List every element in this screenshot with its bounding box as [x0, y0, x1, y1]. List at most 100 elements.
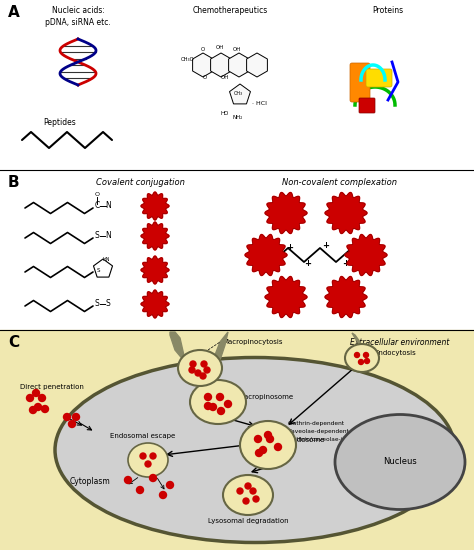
Polygon shape — [265, 277, 307, 317]
Ellipse shape — [128, 443, 168, 477]
Text: S: S — [106, 300, 110, 309]
Polygon shape — [325, 277, 367, 317]
Text: Macropinosome: Macropinosome — [238, 394, 293, 400]
Polygon shape — [229, 84, 250, 104]
Circle shape — [259, 447, 266, 454]
Polygon shape — [141, 222, 169, 250]
Text: Caveolae-dependent: Caveolae-dependent — [288, 428, 350, 433]
Text: Cytoplasm: Cytoplasm — [70, 477, 110, 487]
Circle shape — [274, 443, 282, 450]
Polygon shape — [265, 192, 307, 234]
Text: +: + — [343, 258, 349, 267]
Circle shape — [365, 359, 370, 364]
Circle shape — [255, 449, 263, 456]
Text: +: + — [304, 260, 311, 268]
Circle shape — [190, 361, 196, 367]
Ellipse shape — [55, 358, 455, 542]
Text: Peptides: Peptides — [44, 118, 76, 127]
Circle shape — [255, 436, 262, 443]
Circle shape — [364, 353, 368, 358]
Text: +: + — [322, 241, 329, 250]
Ellipse shape — [345, 344, 379, 372]
Text: +: + — [286, 243, 293, 251]
Circle shape — [210, 404, 217, 410]
Polygon shape — [228, 53, 249, 77]
Text: A: A — [8, 5, 20, 20]
Polygon shape — [345, 234, 387, 276]
Text: O: O — [94, 192, 100, 197]
Text: OH: OH — [216, 45, 224, 50]
Text: Chemotherapeutics: Chemotherapeutics — [192, 6, 268, 15]
Text: Macropinocytosis: Macropinocytosis — [222, 339, 283, 345]
Circle shape — [42, 405, 48, 412]
Circle shape — [200, 373, 206, 379]
Polygon shape — [141, 290, 169, 318]
Polygon shape — [141, 192, 169, 220]
Circle shape — [245, 483, 251, 489]
Polygon shape — [170, 332, 228, 385]
Text: +: + — [361, 243, 367, 251]
Text: CH₃: CH₃ — [233, 91, 243, 96]
Circle shape — [264, 432, 272, 438]
Circle shape — [225, 400, 231, 408]
Circle shape — [204, 367, 210, 373]
Circle shape — [204, 393, 211, 400]
Text: S: S — [96, 268, 100, 273]
Text: C: C — [94, 201, 100, 211]
FancyBboxPatch shape — [359, 98, 375, 113]
Ellipse shape — [240, 421, 296, 469]
Circle shape — [27, 394, 34, 402]
Circle shape — [159, 492, 166, 498]
Circle shape — [358, 360, 364, 365]
Circle shape — [33, 389, 39, 397]
Ellipse shape — [190, 380, 246, 424]
Text: O: O — [203, 75, 207, 80]
Polygon shape — [141, 256, 169, 284]
Polygon shape — [192, 53, 213, 77]
Circle shape — [73, 414, 80, 421]
Text: S: S — [95, 232, 100, 240]
Text: Proteins: Proteins — [373, 6, 403, 15]
Circle shape — [35, 404, 42, 410]
Text: N: N — [105, 201, 111, 211]
Text: C: C — [8, 335, 19, 350]
Circle shape — [145, 461, 151, 467]
Circle shape — [195, 370, 201, 376]
Circle shape — [217, 393, 224, 400]
Ellipse shape — [223, 475, 273, 515]
Circle shape — [149, 475, 156, 481]
Ellipse shape — [178, 350, 222, 386]
Circle shape — [38, 394, 46, 402]
Circle shape — [253, 496, 259, 502]
Text: Covalent conjugation: Covalent conjugation — [96, 178, 184, 187]
Text: S: S — [95, 300, 100, 309]
Text: Lysosomal degradation: Lysosomal degradation — [208, 518, 288, 524]
Polygon shape — [325, 192, 367, 234]
Circle shape — [218, 408, 225, 415]
Text: Endocytosis: Endocytosis — [374, 350, 416, 356]
Text: Clathrin-dependent: Clathrin-dependent — [288, 421, 345, 426]
Text: Nucleus: Nucleus — [383, 458, 417, 466]
Circle shape — [237, 488, 243, 494]
Text: HN: HN — [102, 257, 110, 262]
Text: Direct penetration: Direct penetration — [20, 384, 84, 390]
Circle shape — [204, 403, 211, 410]
Polygon shape — [93, 259, 112, 277]
Text: Nucleic acids:
pDNA, siRNA etc.: Nucleic acids: pDNA, siRNA etc. — [45, 6, 111, 27]
Polygon shape — [246, 53, 267, 77]
Circle shape — [125, 476, 131, 483]
Circle shape — [64, 414, 71, 421]
Circle shape — [355, 353, 359, 358]
Text: OH: OH — [233, 47, 241, 52]
Polygon shape — [210, 53, 231, 77]
Circle shape — [201, 361, 207, 367]
Text: B: B — [8, 175, 19, 190]
Polygon shape — [352, 333, 372, 368]
Circle shape — [29, 406, 36, 414]
Text: Endosome: Endosome — [288, 437, 324, 443]
Text: Clathrin/caveolae-independent: Clathrin/caveolae-independent — [288, 437, 379, 442]
Text: Endosomal escape: Endosomal escape — [110, 433, 176, 439]
Circle shape — [69, 421, 75, 427]
Circle shape — [150, 453, 156, 459]
Text: O: O — [201, 47, 205, 52]
